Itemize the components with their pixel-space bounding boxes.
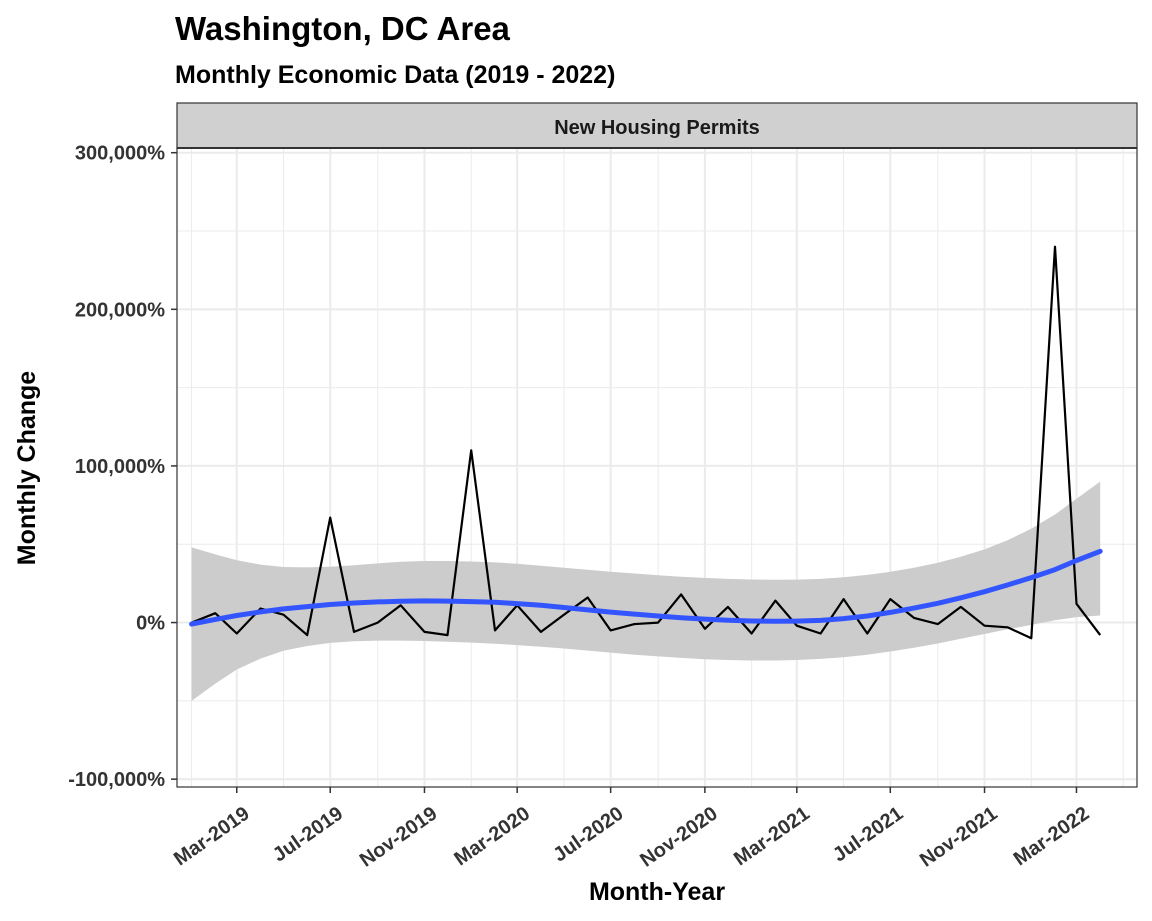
x-axis-title: Month-Year: [589, 878, 725, 906]
x-tick-label: Mar-2020: [450, 803, 534, 871]
x-tick-label: Nov-2020: [636, 803, 721, 872]
chart-title: Washington, DC Area: [175, 10, 511, 47]
y-tick-label: 300,000%: [75, 143, 165, 165]
confidence-band: [191, 481, 1101, 701]
y-tick-label: 200,000%: [75, 299, 165, 321]
grid-minor: [177, 148, 1137, 787]
series-layer: [189, 245, 1103, 640]
x-tick-label: Nov-2021: [916, 803, 1001, 872]
chart-subtitle: Monthly Economic Data (2019 - 2022): [175, 61, 615, 89]
grid-major: [177, 148, 1137, 787]
x-tick-label: Jul-2021: [829, 803, 907, 867]
y-tick-label: -100,000%: [68, 769, 165, 791]
y-axis: -100,000% 0% 100,000% 200,000% 300,000%: [68, 143, 177, 791]
facet-strip: New Housing Permits: [176, 102, 1138, 149]
smooth-trend-line: [189, 548, 1103, 627]
x-tick-label: Jul-2019: [269, 803, 347, 867]
ribbon-layer: [191, 481, 1101, 701]
x-axis: Mar-2019 Jul-2019 Nov-2019 Mar-2020 Jul-2020…: [170, 787, 1093, 872]
y-tick-label: 100,000%: [75, 456, 165, 478]
y-axis-title: Monthly Change: [13, 371, 41, 566]
x-tick-label: Mar-2021: [730, 803, 814, 871]
strip-label: New Housing Permits: [554, 117, 760, 139]
series-line-monthly-change: [191, 245, 1102, 640]
x-tick-label: Mar-2022: [1010, 803, 1094, 871]
plot-panel: [177, 148, 1137, 787]
x-tick-label: Mar-2019: [170, 803, 254, 871]
x-tick-label: Nov-2019: [356, 803, 441, 872]
strip-background: [176, 102, 1138, 149]
y-tick-label: 0%: [136, 613, 165, 635]
x-tick-label: Jul-2020: [549, 803, 627, 867]
